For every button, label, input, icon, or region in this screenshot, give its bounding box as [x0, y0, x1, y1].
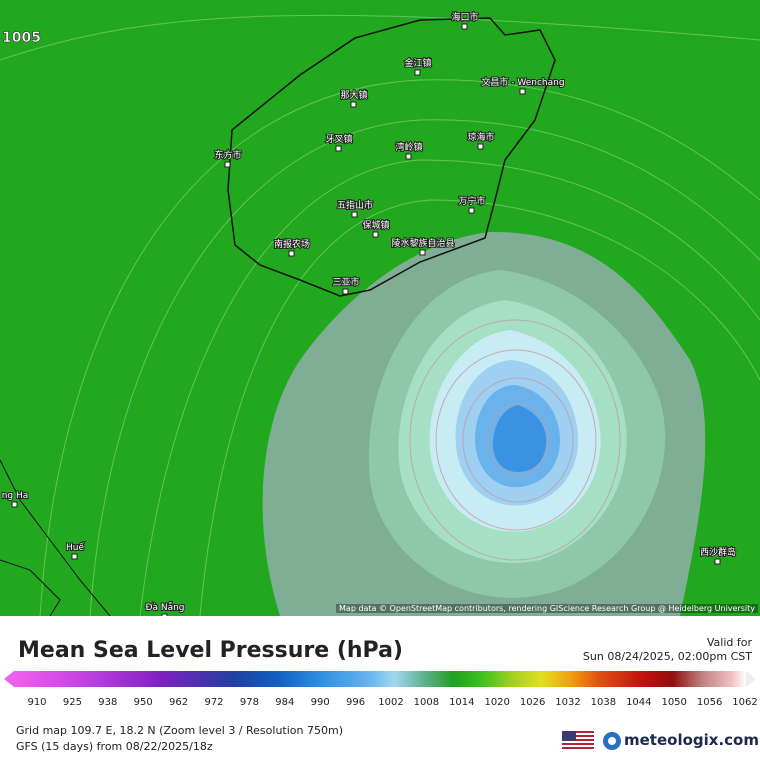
place-marker — [477, 143, 484, 150]
colorbar-end — [746, 671, 756, 687]
tick-label: 1050 — [661, 697, 687, 708]
place-marker — [372, 231, 379, 238]
flag — [562, 731, 594, 751]
tick-label: 950 — [133, 697, 153, 708]
tick-label: 1044 — [626, 697, 652, 708]
valid-time: Valid for Sun 08/24/2025, 02:00pm CST — [583, 636, 752, 664]
place-label: 湾岭镇 — [395, 141, 422, 153]
place-marker — [71, 553, 78, 560]
place-label: 金江镇 — [404, 57, 431, 69]
logo — [603, 732, 621, 750]
tick-label: 1002 — [378, 697, 404, 708]
tick-label: 978 — [239, 697, 259, 708]
legend-title: Mean Sea Level Pressure (hPa) — [18, 638, 403, 663]
brand: meteologix.com — [624, 731, 759, 749]
place-marker — [714, 558, 721, 565]
place-marker — [161, 613, 168, 616]
valid-value: Sun 08/24/2025, 02:00pm CST — [582, 650, 752, 663]
place-marker — [519, 88, 526, 95]
tick-label: 938 — [98, 697, 118, 708]
tick-label: 1026 — [519, 697, 546, 708]
colorbar — [14, 671, 746, 687]
place-label: 万宁市 — [458, 195, 485, 207]
place-label: 东方市 — [214, 149, 241, 161]
tick-label: 1020 — [484, 697, 510, 708]
place-marker — [224, 161, 231, 168]
place-label: Đà Nẵng — [145, 602, 184, 613]
tick-label: 925 — [62, 697, 82, 708]
tick-label: 1014 — [449, 697, 475, 708]
tick-label: 990 — [310, 697, 330, 708]
tick-label: 1056 — [696, 697, 723, 708]
place-label: 保城镇 — [362, 219, 389, 231]
place-marker — [405, 153, 412, 160]
place-label: 文昌市 - Wenchang — [481, 76, 564, 88]
place-label: 那大镇 — [340, 89, 367, 101]
place-label: 三亚市 — [332, 276, 359, 288]
grid-info: Grid map 109.7 E, 18.2 N (Zoom level 3 /… — [16, 724, 343, 737]
place-label: 西沙群岛 — [700, 546, 736, 558]
place-label: ng Ha — [2, 491, 29, 501]
place-label: 五指山市 — [337, 199, 373, 211]
valid-label: Valid for — [706, 636, 752, 649]
tick-label: 972 — [204, 697, 224, 708]
place-marker — [351, 211, 358, 218]
place-label: 南报农场 — [274, 238, 310, 250]
place-marker — [461, 23, 468, 30]
contour-label: 1005 — [2, 30, 41, 46]
colorbar-end — [4, 671, 14, 687]
place-marker — [342, 288, 349, 295]
place-marker — [288, 250, 295, 257]
tick-label: 1062 — [732, 697, 758, 708]
tick-label: 1008 — [413, 697, 440, 708]
place-marker — [414, 69, 421, 76]
place-label: 陵水黎族自治县 — [391, 237, 454, 249]
place-label: 牙叉镇 — [325, 133, 352, 145]
place-label: 海口市 — [451, 11, 478, 23]
tick-label: 1038 — [590, 697, 617, 708]
tick-label: 962 — [169, 697, 189, 708]
place-label: 琼海市 — [467, 131, 494, 143]
tick-label: 996 — [346, 697, 366, 708]
place-marker — [350, 101, 357, 108]
model-info: GFS (15 days) from 08/22/2025/18z — [16, 740, 213, 753]
place-marker — [419, 249, 426, 256]
attribution: Map data © OpenStreetMap contributors, r… — [336, 604, 758, 613]
tick-label: 984 — [275, 697, 295, 708]
place-marker — [335, 145, 342, 152]
tick-label: 1032 — [555, 697, 581, 708]
place-marker — [11, 501, 18, 508]
tick-label: 910 — [27, 697, 47, 708]
place-marker — [468, 207, 475, 214]
place-label: Huế — [66, 542, 84, 553]
